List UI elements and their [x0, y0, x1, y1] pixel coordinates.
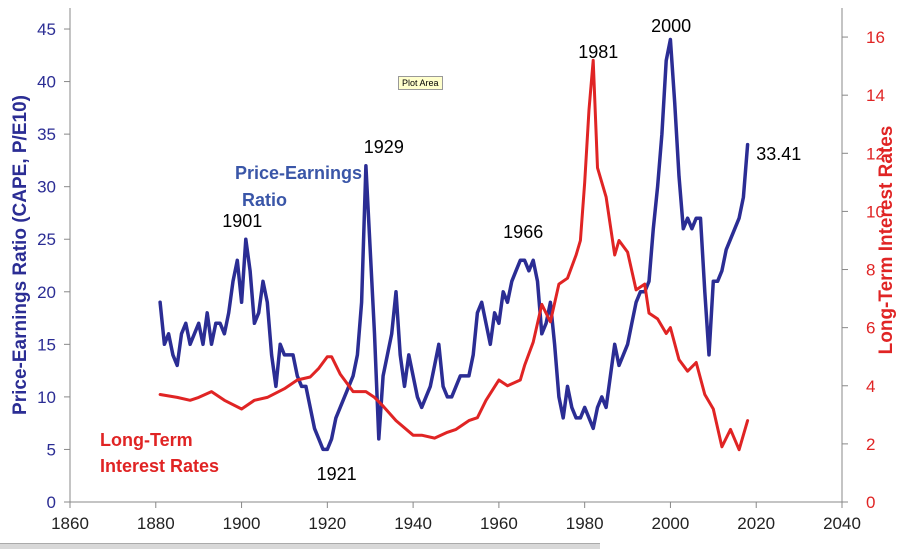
left-tick-label: 10 — [37, 388, 56, 407]
x-tick-label: 1980 — [566, 514, 604, 533]
right-tick-label: 0 — [866, 493, 875, 512]
right-tick-label: 14 — [866, 86, 885, 105]
x-tick-label: 1940 — [394, 514, 432, 533]
annotation-1966: 1966 — [503, 222, 543, 242]
left-tick-label: 40 — [37, 73, 56, 92]
x-tick-label: 1860 — [51, 514, 89, 533]
left-tick-label: 5 — [47, 440, 56, 459]
left-tick-label: 15 — [37, 335, 56, 354]
ir-series-label-line1: Long-Term — [100, 430, 193, 450]
right-tick-label: 16 — [866, 28, 885, 47]
left-tick-label: 20 — [37, 283, 56, 302]
annotation-1901: 1901 — [222, 211, 262, 231]
left-tick-label: 45 — [37, 20, 56, 39]
annotation-1929: 1929 — [364, 137, 404, 157]
x-tick-label: 1960 — [480, 514, 518, 533]
x-tick-label: 1880 — [137, 514, 175, 533]
right-tick-label: 2 — [866, 435, 875, 454]
x-tick-label: 2020 — [737, 514, 775, 533]
pe-series-label-line1: Price-Earnings — [235, 163, 362, 183]
x-tick-label: 2000 — [652, 514, 690, 533]
x-tick-label: 1900 — [223, 514, 261, 533]
right-tick-label: 8 — [866, 261, 875, 280]
right-axis-title: Long-Term Interest Rates — [876, 126, 897, 355]
x-tick-label: 1920 — [308, 514, 346, 533]
right-tick-label: 4 — [866, 377, 875, 396]
sheet-tabs-strip[interactable] — [0, 543, 600, 549]
pe-ratio-line — [160, 40, 748, 450]
right-tick-label: 6 — [866, 319, 875, 338]
annotation-2000: 2000 — [651, 16, 691, 36]
left-axis-title: Price-Earnings Ratio (CAPE, P/E10) — [10, 95, 31, 415]
x-tick-label: 2040 — [823, 514, 861, 533]
left-tick-label: 30 — [37, 178, 56, 197]
plot-area-tooltip: Plot Area — [398, 76, 443, 90]
annotation-33-41: 33.41 — [756, 144, 801, 164]
annotation-1981: 1981 — [578, 42, 618, 62]
pe-series-label-line2: Ratio — [242, 190, 287, 210]
left-tick-label: 25 — [37, 230, 56, 249]
annotation-1921: 1921 — [317, 464, 357, 484]
left-tick-label: 0 — [47, 493, 56, 512]
ir-series-label-line2: Interest Rates — [100, 456, 219, 476]
left-tick-label: 35 — [37, 125, 56, 144]
